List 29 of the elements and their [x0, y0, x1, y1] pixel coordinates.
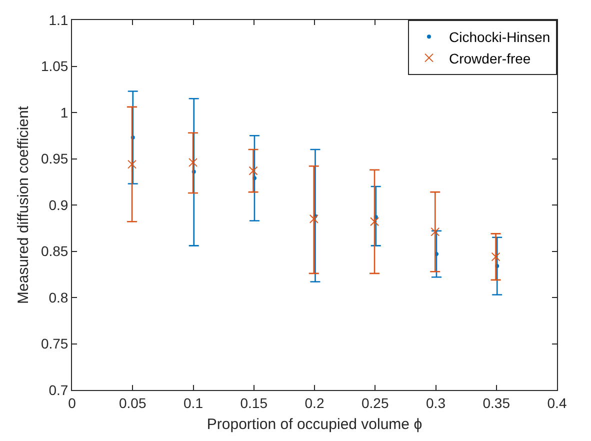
y-tick-label: 0.7	[48, 382, 68, 398]
legend-label: Cichocki-Hinsen	[449, 29, 550, 46]
y-tick-label: 0.85	[40, 243, 68, 260]
y-tick-label: 1	[60, 104, 68, 120]
point	[309, 214, 318, 224]
point	[491, 252, 500, 262]
point	[370, 217, 380, 226]
y-tick-label: 0.75	[40, 336, 68, 352]
point	[248, 166, 258, 176]
point	[188, 158, 198, 167]
x-tick-label: 0.35	[482, 394, 510, 411]
point	[430, 227, 440, 236]
x-tick-label: 0.1	[184, 394, 204, 411]
x-tick-label: 0.2	[304, 394, 324, 411]
y-tick-label: 0.95	[40, 150, 68, 167]
y-tick-label: 1.1	[48, 12, 68, 28]
x-tick-label: 0.3	[426, 394, 446, 411]
x-tick-label: 0.15	[240, 394, 268, 411]
x-tick-label: 0	[68, 394, 76, 411]
y-tick-label: 0.9	[48, 196, 68, 213]
y-axis-title: Measured diffusion coefficient	[15, 105, 32, 304]
x-axis-title: Proportion of occupied volume ϕ	[206, 416, 422, 433]
legend-label: Crowder-free	[449, 50, 531, 66]
y-tick-label: 0.8	[48, 289, 68, 306]
x-tick-label: 0.4	[547, 394, 567, 411]
x-tick-label: 0.05	[119, 394, 146, 411]
point	[128, 160, 137, 169]
y-tick-label: 1.05	[40, 58, 68, 74]
x-tick-label: 0.25	[362, 394, 389, 411]
